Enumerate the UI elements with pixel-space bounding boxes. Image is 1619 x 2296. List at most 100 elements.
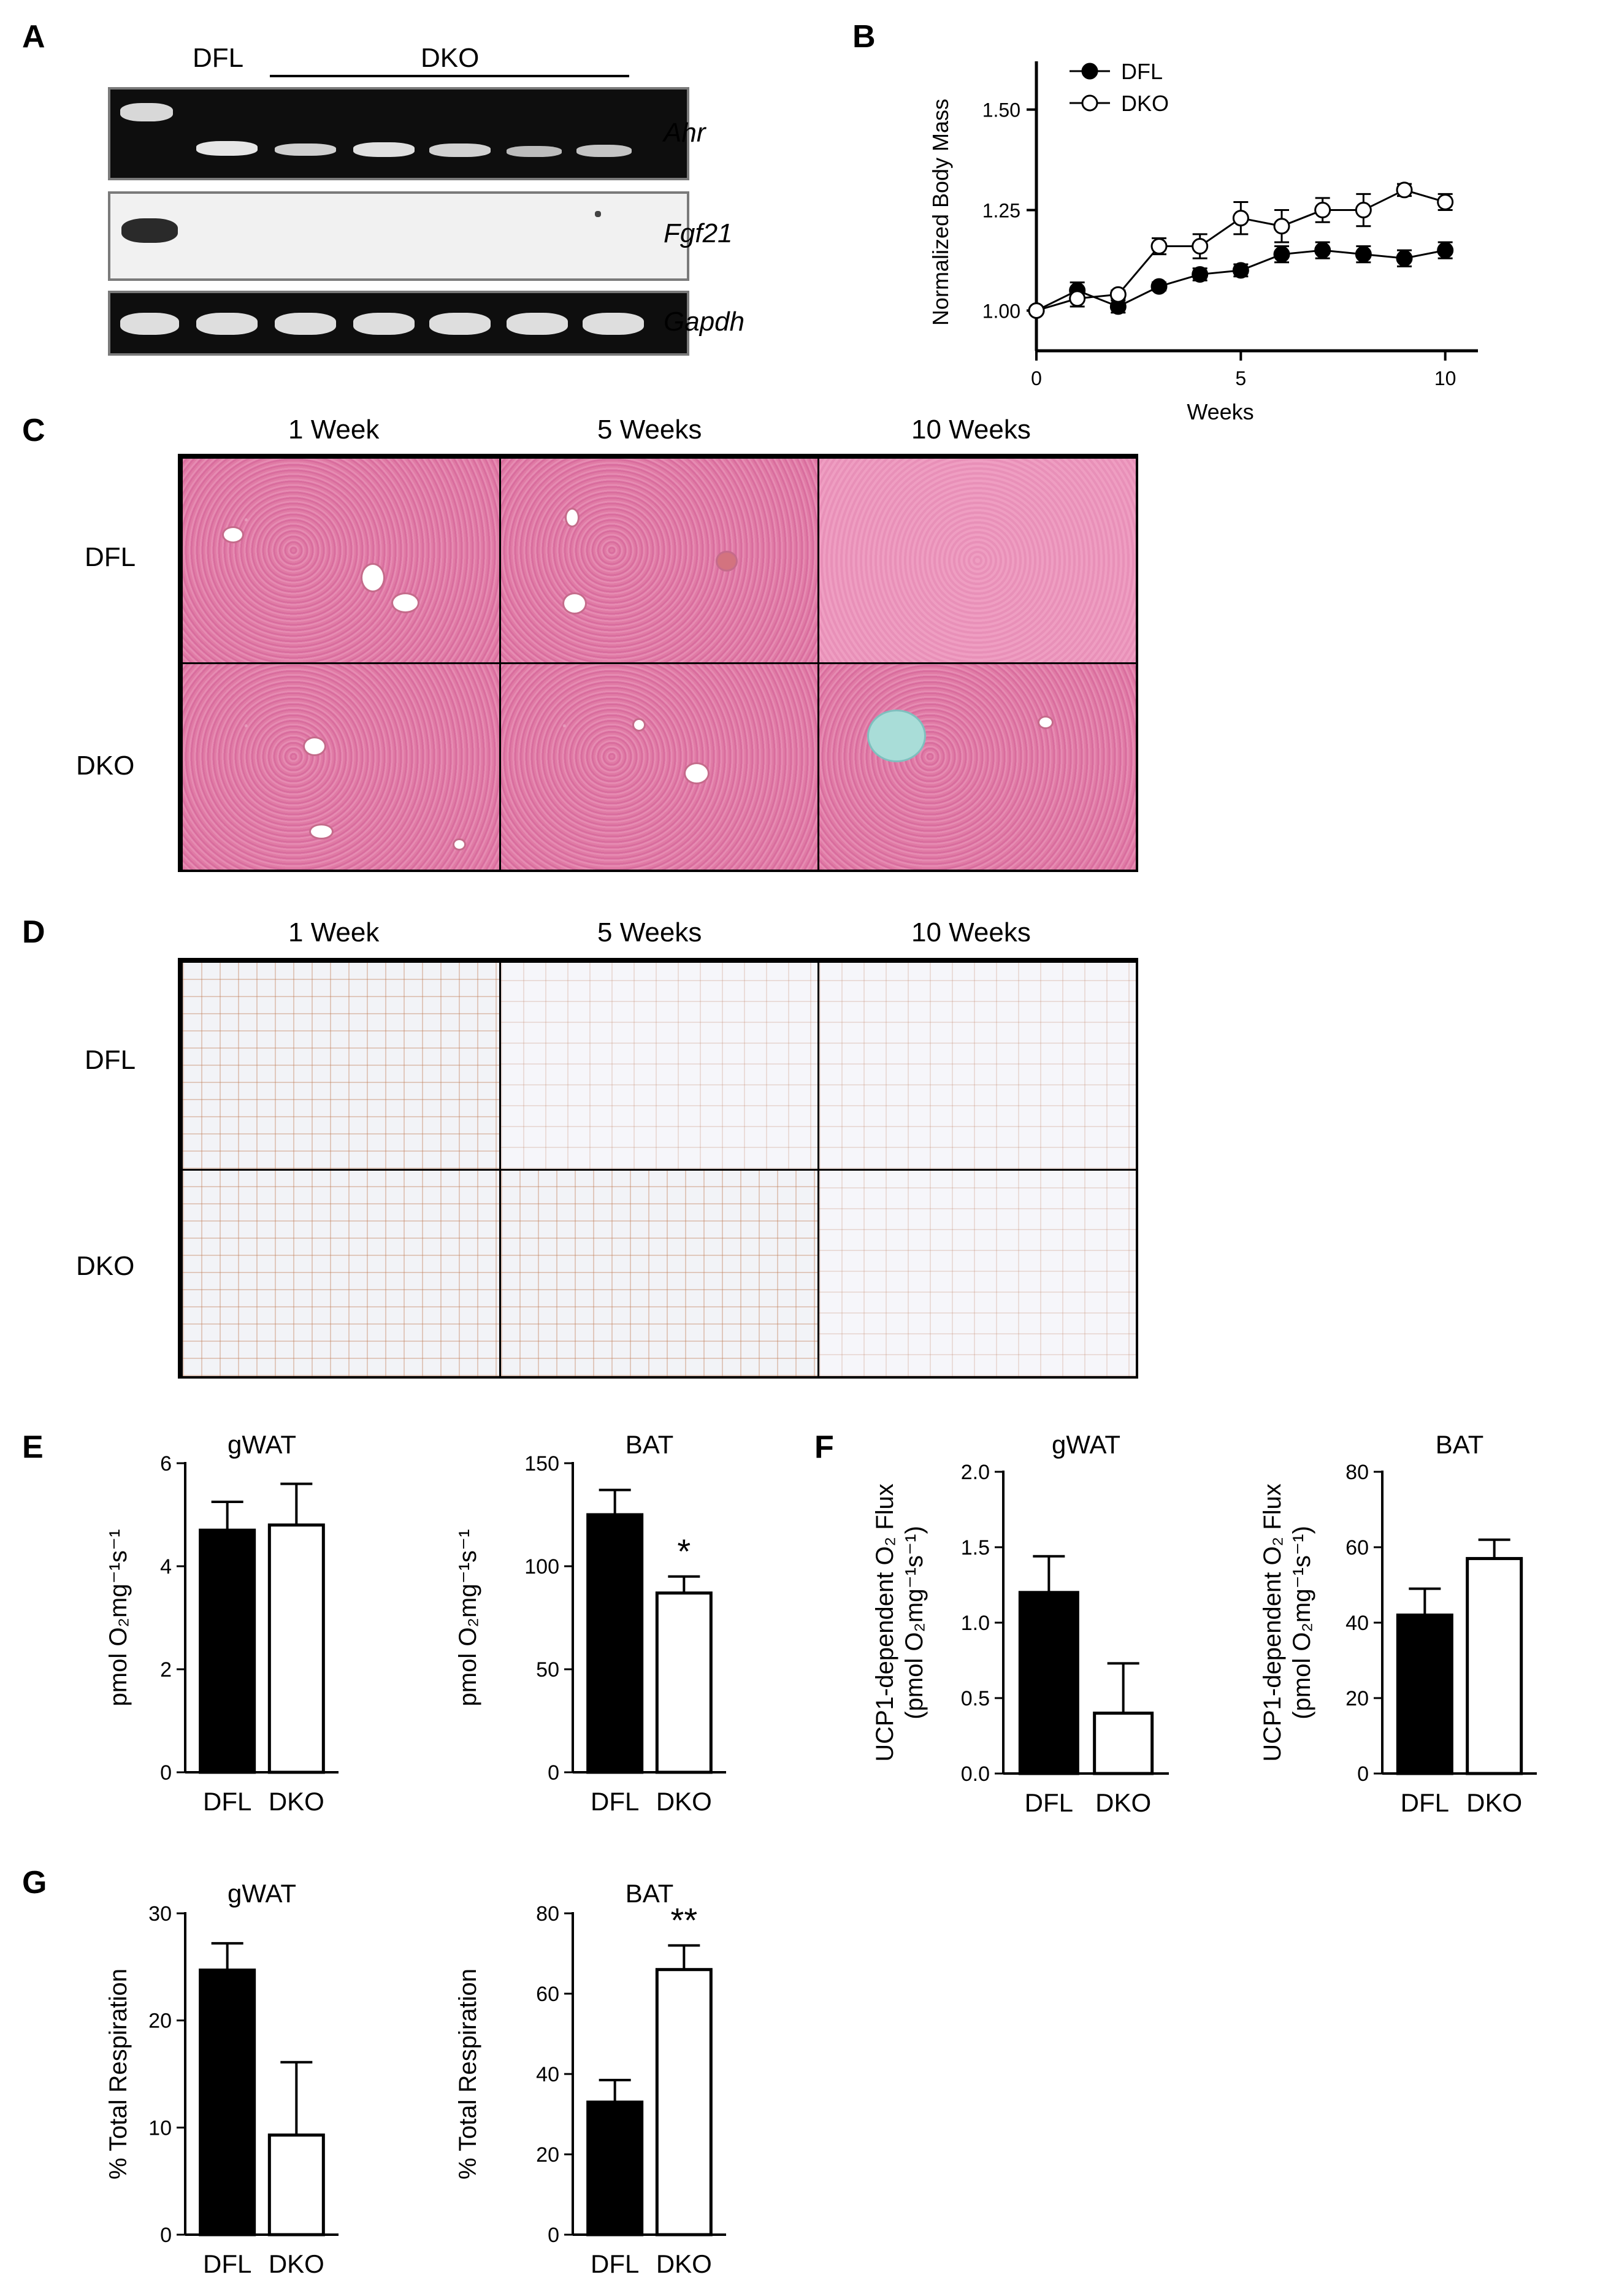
data-point-dko xyxy=(1396,182,1413,199)
chart-e-bat: 0 50 100 150 DFL DKO * BAT pmol O₂mg⁻¹s⁻¹ xyxy=(454,1430,726,1816)
y-tick-label: 100 xyxy=(524,1555,559,1578)
histo-c-col-3: 10 Weeks xyxy=(911,415,1031,445)
he-image-dko-10wk xyxy=(817,662,1138,871)
bar-dko xyxy=(267,2133,325,2237)
x-tick-label: DFL xyxy=(591,2249,639,2278)
y-tick-label: 30 xyxy=(148,1902,172,1926)
he-image-dko-5wk xyxy=(499,662,819,871)
y-axis-label: UCP1-dependent O₂ Flux xyxy=(1259,1483,1286,1762)
gel-fgf21 xyxy=(108,191,689,281)
bar-dfl xyxy=(1396,1613,1453,1775)
ihc-image-dko-5wk xyxy=(499,1169,819,1378)
data-point-dko xyxy=(1150,238,1168,255)
y-tick-label: 40 xyxy=(536,2063,559,2086)
x-tick-label: DFL xyxy=(1401,1788,1449,1817)
y-tick-label: 50 xyxy=(536,1658,559,1682)
histo-c-row-dko: DKO xyxy=(76,751,135,781)
y-tick-label: 4 xyxy=(160,1555,172,1578)
chart-g-gwat: 0 10 20 30 DFL DKO gWAT % Total Respiration xyxy=(105,1879,339,2278)
gel-ahr xyxy=(108,87,689,180)
panel-label-b: B xyxy=(852,19,876,55)
x-tick-label: DFL xyxy=(1025,1788,1073,1817)
y-tick-label: 0 xyxy=(160,2224,172,2247)
data-point-dfl xyxy=(1396,250,1413,267)
chart-title: BAT xyxy=(1436,1430,1484,1459)
y-tick-label: 80 xyxy=(1345,1461,1369,1484)
gene-label-gapdh: Gapdh xyxy=(664,307,745,337)
chart-title: gWAT xyxy=(1052,1430,1120,1459)
y-axis-label: % Total Respiration xyxy=(105,1969,132,2179)
dko-bracket-line xyxy=(270,75,629,77)
he-image-dfl-1wk xyxy=(181,457,501,664)
x-tick-label: DKO xyxy=(269,1787,324,1816)
x-tick-label: 5 xyxy=(1235,367,1246,389)
series-line-dfl xyxy=(1036,249,1445,312)
legend-label: DKO xyxy=(1121,91,1169,116)
gel-gapdh xyxy=(108,291,689,356)
data-point-dko xyxy=(1314,202,1331,219)
y-tick-label: 80 xyxy=(536,1902,559,1926)
chart-g-bat: 0 20 40 60 80 DFL DKO **BAT % Total Respiration xyxy=(454,1879,726,2278)
data-point-dfl xyxy=(1232,262,1249,279)
chart-title: BAT xyxy=(626,1430,674,1459)
y-axis-label: pmol O₂mg⁻¹s⁻¹ xyxy=(454,1529,481,1707)
x-tick-label: DFL xyxy=(203,2249,251,2278)
data-point-dko xyxy=(1437,193,1454,210)
y-axis-label: UCP1-dependent O₂ Flux xyxy=(871,1483,898,1762)
bar-dfl xyxy=(586,1513,644,1774)
histo-d-col-3: 10 Weeks xyxy=(911,917,1031,947)
legend-marker xyxy=(1081,63,1098,80)
y-tick-label: 0 xyxy=(1357,1762,1369,1786)
data-point-dko xyxy=(1273,218,1290,235)
bar-dfl xyxy=(586,2100,644,2237)
y-tick-label: 1.00 xyxy=(982,300,1020,322)
data-point-dfl xyxy=(1273,246,1290,263)
panel-label-a: A xyxy=(22,19,45,55)
bar-dfl xyxy=(199,1528,256,1774)
bar-dko xyxy=(1466,1556,1523,1775)
histo-d-col-1: 1 Week xyxy=(288,917,380,947)
data-point-dfl xyxy=(1150,278,1168,295)
legend-label: DFL xyxy=(1121,59,1163,84)
y-tick-label: 2 xyxy=(160,1658,172,1682)
data-point-dfl xyxy=(1314,242,1331,259)
ihc-image-dko-1wk xyxy=(181,1169,501,1378)
y-tick-label: 20 xyxy=(148,2010,172,2033)
y-tick-label: 0.5 xyxy=(961,1687,990,1710)
y-tick-label: 60 xyxy=(536,1983,559,2006)
data-point-dko xyxy=(1355,202,1372,219)
data-point-dko xyxy=(1192,238,1209,255)
histo-d-row-dfl: DFL xyxy=(85,1045,136,1075)
y-axis-label-units: (pmol O₂mg⁻¹s⁻¹) xyxy=(901,1526,928,1720)
y-tick-label: 20 xyxy=(1345,1687,1369,1710)
histo-d-row-dko: DKO xyxy=(76,1251,135,1281)
bar-dko xyxy=(1093,1712,1154,1775)
data-point-dfl xyxy=(1437,242,1454,259)
histo-c-col-1: 1 Week xyxy=(288,415,380,445)
significance-marker: ** xyxy=(671,1900,698,1939)
y-tick-label: 1.50 xyxy=(982,99,1020,121)
data-point-dko xyxy=(1069,290,1086,307)
legend-marker xyxy=(1081,94,1098,112)
y-tick-label: 10 xyxy=(148,2116,172,2140)
y-tick-label: 0 xyxy=(548,1761,559,1785)
y-axis-label: % Total Respiration xyxy=(454,1969,481,2179)
y-tick-label: 0 xyxy=(548,2224,559,2247)
x-tick-label: DKO xyxy=(656,2249,712,2278)
x-tick-label: DFL xyxy=(591,1787,639,1816)
histo-d-col-2: 5 Weeks xyxy=(597,917,702,947)
he-image-dko-1wk xyxy=(181,662,501,871)
significance-marker: * xyxy=(677,1532,691,1571)
data-point-dko xyxy=(1232,210,1249,227)
ihc-image-dfl-5wk xyxy=(499,961,819,1171)
he-image-dfl-10wk xyxy=(817,457,1138,664)
bar-dko xyxy=(655,1591,713,1774)
x-tick-label: DKO xyxy=(269,2249,324,2278)
y-tick-label: 6 xyxy=(160,1452,172,1475)
x-tick-label: DFL xyxy=(203,1787,251,1816)
y-tick-label: 1.5 xyxy=(961,1536,990,1559)
data-point-dko xyxy=(1109,286,1127,303)
bar-dfl xyxy=(199,1969,256,2237)
chart-e-gwat: 0 2 4 6 DFL DKO gWAT pmol O₂mg⁻¹s⁻¹ xyxy=(105,1430,339,1816)
ihc-image-dko-10wk xyxy=(817,1169,1138,1378)
